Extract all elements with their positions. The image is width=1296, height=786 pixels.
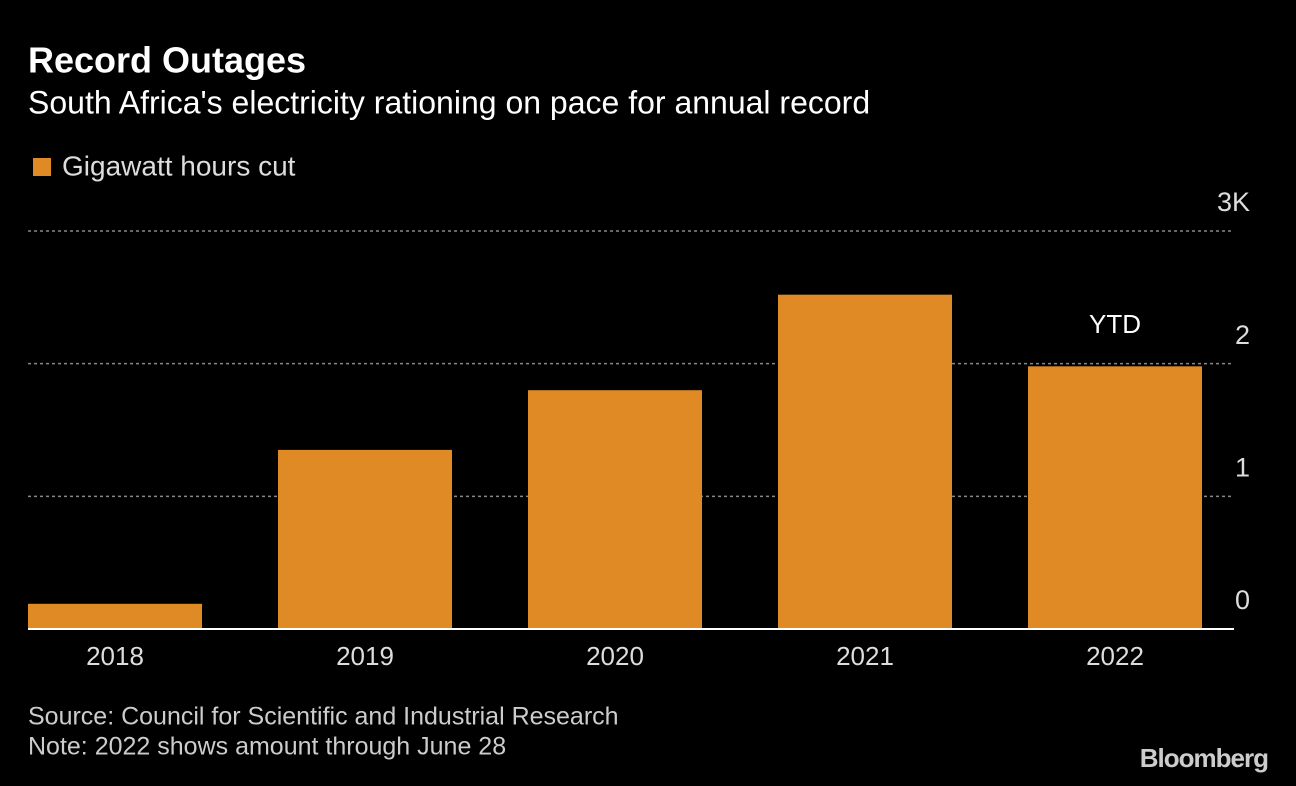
annotation: YTD bbox=[1089, 309, 1141, 339]
x-tick-label: 2022 bbox=[1086, 641, 1144, 671]
bar bbox=[528, 390, 702, 629]
y-tick-label: 3K bbox=[1217, 187, 1250, 217]
x-tick-label: 2019 bbox=[336, 641, 394, 671]
y-tick-label: 2 bbox=[1235, 320, 1250, 350]
bar bbox=[1028, 366, 1202, 629]
x-tick-label: 2018 bbox=[86, 641, 144, 671]
legend-swatch bbox=[33, 158, 51, 176]
bar bbox=[28, 603, 202, 629]
y-tick-label: 1 bbox=[1235, 452, 1250, 482]
brand: Bloomberg bbox=[1140, 743, 1268, 773]
bar bbox=[778, 294, 952, 629]
bar bbox=[278, 449, 452, 629]
x-tick-label: 2021 bbox=[836, 641, 894, 671]
source: Source: Council for Scientific and Indus… bbox=[28, 703, 619, 731]
chart-subtitle: South Africa's electricity rationing on … bbox=[28, 84, 870, 120]
chart-title: Record Outages bbox=[28, 40, 306, 81]
y-tick-label: 0 bbox=[1235, 585, 1250, 615]
note: Note: 2022 shows amount through June 28 bbox=[28, 733, 506, 761]
x-tick-label: 2020 bbox=[586, 641, 644, 671]
legend-label: Gigawatt hours cut bbox=[62, 150, 296, 181]
